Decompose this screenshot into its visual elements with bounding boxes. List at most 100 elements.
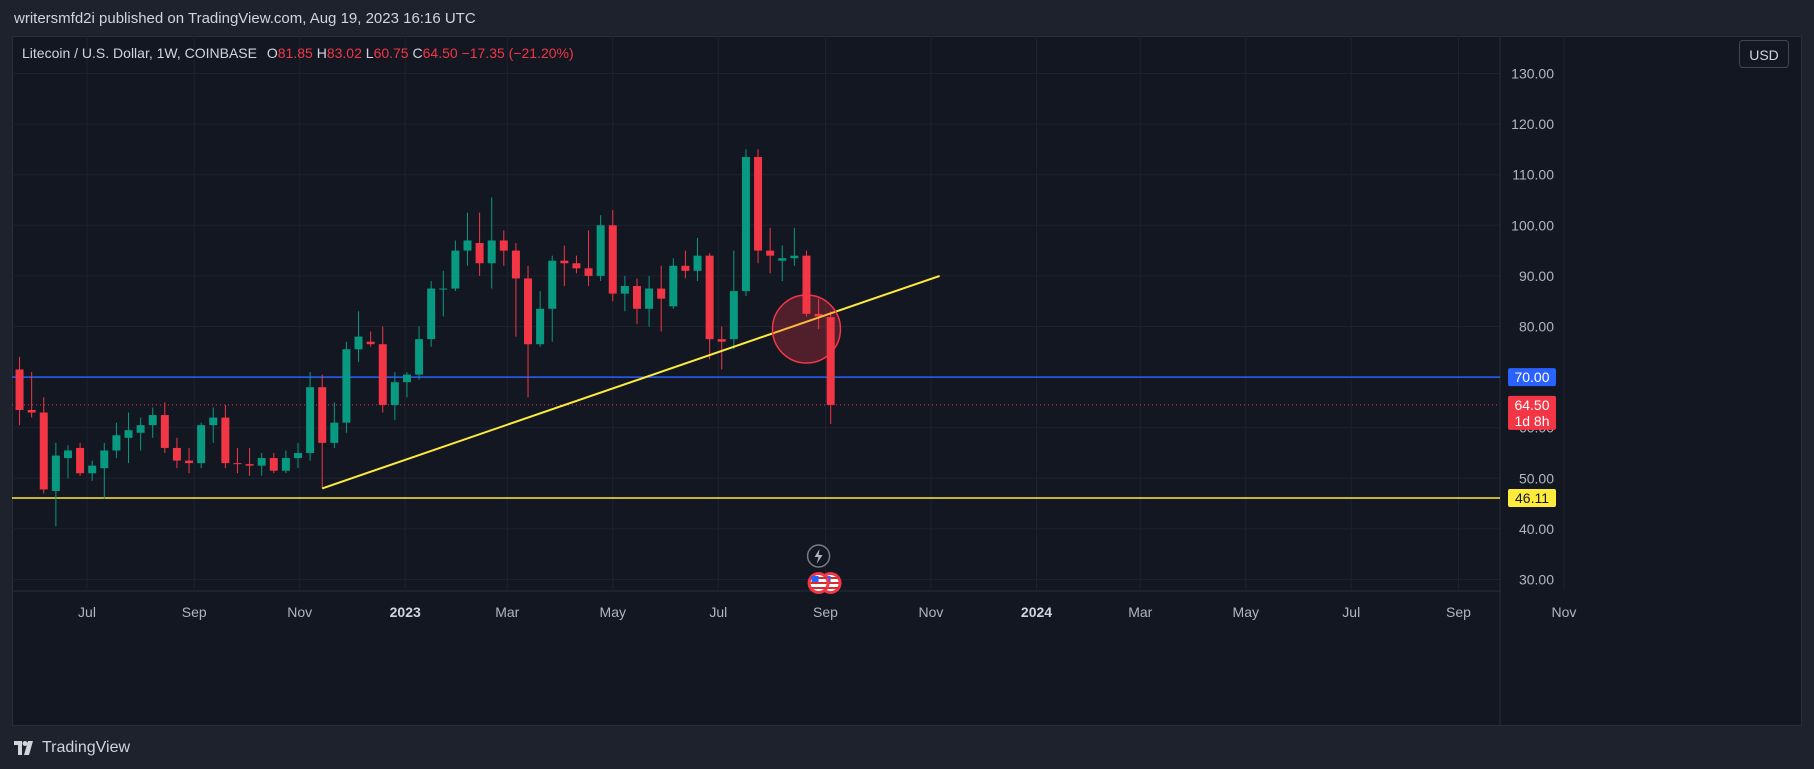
candle <box>729 250 738 350</box>
candle-body <box>632 286 641 309</box>
candle <box>524 265 533 398</box>
candle <box>209 407 218 443</box>
price-tag-70-text: 70.00 <box>1514 369 1549 385</box>
y-tick-label: 90.00 <box>1519 268 1554 284</box>
candle-body <box>693 255 702 271</box>
candle-body <box>475 243 484 264</box>
candle <box>487 197 496 289</box>
y-tick-label: 120.00 <box>1511 116 1554 132</box>
flag-stripe <box>822 582 839 584</box>
candle-body <box>814 313 823 317</box>
candle <box>185 447 194 474</box>
candle-body <box>790 255 799 259</box>
candle-body <box>257 458 266 466</box>
candle-body <box>548 260 557 309</box>
candle <box>269 453 278 474</box>
candle <box>318 374 327 489</box>
x-tick-label: May <box>600 604 626 620</box>
candle-body <box>560 260 569 264</box>
x-tick-label: Nov <box>919 604 944 620</box>
candle <box>790 227 799 266</box>
price-tag-support-text: 46.11 <box>1515 490 1549 506</box>
candle-body <box>705 255 714 340</box>
candle <box>281 450 290 474</box>
candle-body <box>511 250 520 279</box>
y-tick-label: 100.00 <box>1511 217 1554 233</box>
candle <box>499 230 508 266</box>
x-tick-label: Sep <box>813 604 838 620</box>
candle <box>63 445 72 479</box>
trendline <box>321 274 940 490</box>
candle <box>366 331 375 347</box>
y-tick-label: 110.00 <box>1512 167 1554 183</box>
candle <box>669 258 678 309</box>
candle <box>390 372 399 421</box>
candle-body <box>802 255 811 314</box>
y-tick-label: 80.00 <box>1519 319 1554 335</box>
candle-body <box>717 339 726 342</box>
x-tick-label: Sep <box>182 604 207 620</box>
candle-body <box>15 369 24 410</box>
price-tag-support: 46.11 <box>1508 488 1556 507</box>
change-value: −17.35 (−21.20%) <box>461 45 574 61</box>
y-tick-label: 130.00 <box>1511 66 1554 82</box>
candle-body <box>584 268 593 276</box>
candle <box>584 230 593 287</box>
candle-body <box>76 447 85 474</box>
candle <box>741 149 750 297</box>
candle <box>802 250 811 317</box>
flag-stripe <box>810 582 827 584</box>
x-tick-label: Nov <box>287 604 312 620</box>
candle-body <box>100 450 109 469</box>
candle <box>233 447 242 474</box>
candle-body <box>439 288 448 290</box>
candle-body <box>390 382 399 405</box>
y-tick-label: 40.00 <box>1519 521 1554 537</box>
x-tick-label: 2023 <box>390 604 421 620</box>
candle-body <box>451 250 460 289</box>
candle <box>88 460 97 481</box>
candle-body <box>342 349 351 423</box>
candle <box>427 280 436 347</box>
candle-body <box>124 430 133 438</box>
candle <box>705 253 714 360</box>
flag-canton <box>811 576 819 582</box>
candle <box>124 412 133 464</box>
low-value: 60.75 <box>373 45 409 61</box>
x-tick-label: Mar <box>495 604 519 620</box>
tradingview-logo-icon <box>14 741 33 755</box>
candle-body <box>729 291 738 340</box>
event-icons <box>806 544 842 594</box>
candle-body <box>754 156 763 251</box>
candle-body <box>524 278 533 345</box>
candle <box>148 407 157 438</box>
candle <box>160 402 169 453</box>
candle <box>645 275 654 327</box>
tradingview-brand[interactable]: TradingView <box>14 739 130 757</box>
candle <box>463 212 472 266</box>
symbol-title[interactable]: Litecoin / U.S. Dollar, 1W, COINBASE <box>22 45 257 61</box>
candle-body <box>354 336 363 350</box>
price-chart[interactable]: 130.00120.00110.00100.0090.0080.0060.005… <box>12 36 1802 726</box>
candle-body <box>88 465 97 474</box>
candle-body <box>645 288 654 309</box>
flag-stripe <box>822 587 839 589</box>
low-label: L <box>365 45 374 61</box>
close-label: C <box>412 45 423 61</box>
candle-body <box>572 263 581 269</box>
candle-body <box>826 317 835 405</box>
price-tag-last-text: 64.50 <box>1514 397 1549 413</box>
candle-body <box>657 288 666 299</box>
candle-body <box>463 240 472 251</box>
candle <box>511 243 520 337</box>
candle <box>596 215 605 281</box>
x-tick-label: Nov <box>1552 604 1577 620</box>
candle <box>451 240 460 292</box>
candle <box>402 372 411 398</box>
candle <box>415 326 424 380</box>
currency-button[interactable]: USD <box>1739 40 1789 68</box>
candle <box>778 245 787 281</box>
candle-body <box>499 240 508 251</box>
candle-body <box>608 225 617 294</box>
